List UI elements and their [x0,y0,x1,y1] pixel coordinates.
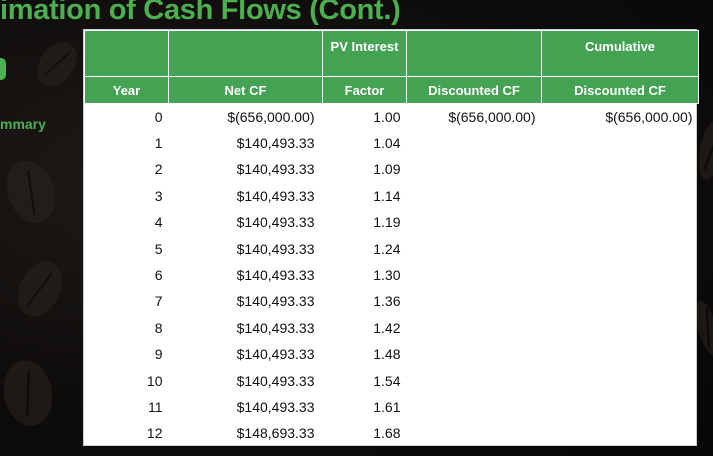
cumulative-discounted-cf-cell [542,420,699,446]
year-cell: 2 [154,161,163,178]
net-cf-cell: $140,493.33 [236,293,315,310]
cumulative-discounted-cf-cell [542,394,699,420]
pv-factor-cell: 1.54 [373,372,401,389]
cumulative-discounted-cf-cell [542,367,699,393]
year-cell: 3 [154,187,163,204]
discounted-cf-cell [407,288,542,314]
header-cell-factor: Factor [322,76,407,104]
pv-factor-cell: 1.09 [373,161,401,178]
cumulative-discounted-cf-cell [542,262,699,288]
year-cell: 9 [154,346,163,363]
discounted-cf-cell [407,209,542,235]
discounted-cf-cell [407,183,542,209]
cumulative-discounted-cf-cell [542,341,699,367]
header-row-bottom: Year Net CF Factor Discounted CF Discoun… [84,76,699,104]
pv-factor-cell: 1.00 [373,108,401,125]
year-cell: 6 [154,267,163,284]
year-cell: 11 [147,398,163,415]
discounted-cf-cell: $(656,000.00) [448,108,536,125]
table-row: 1 $140,493.33 1.04 [85,130,699,156]
discounted-cf-cell [407,262,542,288]
table-row: 6 $140,493.33 1.30 [85,262,699,288]
pv-factor-cell: 1.42 [373,319,401,336]
discounted-cf-cell [407,367,542,393]
year-cell: 1 [154,135,163,152]
net-cf-cell: $140,493.33 [236,214,315,231]
discounted-cf-cell [407,315,542,341]
header-cell [84,30,169,77]
year-cell: 12 [146,425,163,442]
table-row: 4 $140,493.33 1.19 [85,209,699,235]
bullet-icon [0,58,6,80]
cumulative-discounted-cf-cell [542,156,699,182]
pv-factor-cell: 1.04 [373,135,401,152]
year-cell: 8 [154,319,163,336]
year-cell: 0 [154,108,163,125]
header-cell [406,30,542,77]
header-cell-cumulative: Cumulative [541,30,699,77]
year-cell: 5 [154,240,163,257]
net-cf-cell: $140,493.33 [236,372,315,389]
cumulative-discounted-cf-cell [542,183,699,209]
table-row: 2 $140,493.33 1.09 [85,156,699,182]
table-row: 3 $140,493.33 1.14 [85,183,699,209]
coffee-bean-decoration [0,154,64,230]
net-cf-cell: $140,493.33 [236,346,315,363]
table-row: 8 $140,493.33 1.42 [85,315,699,341]
pv-factor-cell: 1.61 [373,398,401,415]
coffee-bean-decoration [9,254,71,324]
discounted-cf-cell [407,130,542,156]
table-row: 9 $140,493.33 1.48 [85,341,699,367]
net-cf-cell: $140,493.33 [236,319,315,336]
header-cell-cumulative-discounted-cf: Discounted CF [541,76,699,104]
net-cf-cell: $140,493.33 [236,135,315,152]
sidebar-label: mmary [0,116,46,132]
table-row: 11 $140,493.33 1.61 [85,394,699,420]
table-row: 0 $(656,000.00) 1.00 $(656,000.00) $(656,000… [85,104,699,130]
cumulative-discounted-cf-cell [542,288,699,314]
pv-factor-cell: 1.24 [373,240,401,257]
discounted-cf-cell [407,235,542,261]
header-cell-pv-interest: PV Interest [322,30,407,77]
coffee-bean-decoration [0,356,58,430]
table-row: 10 $140,493.33 1.54 [85,367,699,393]
coffee-bean-decoration [29,34,85,94]
pv-factor-cell: 1.68 [373,425,401,442]
net-cf-cell: $148,693.33 [236,425,315,442]
net-cf-cell: $140,493.33 [236,187,315,204]
header-cell [168,30,323,77]
pv-factor-cell: 1.19 [373,214,401,231]
header-row-top: PV Interest Cumulative [84,30,699,77]
table-row: 5 $140,493.33 1.24 [85,235,699,261]
discounted-cf-cell [407,394,542,420]
cash-flow-table: PV Interest Cumulative Year Net CF Facto… [83,29,699,446]
net-cf-cell: $140,493.33 [236,398,315,415]
pv-factor-cell: 1.14 [373,187,401,204]
cumulative-discounted-cf-cell [542,315,699,341]
pv-factor-cell: 1.48 [373,346,401,363]
net-cf-cell: $140,493.33 [236,240,315,257]
cumulative-discounted-cf-cell: $(656,000.00) [605,108,693,125]
year-cell: 10 [146,372,163,389]
discounted-cf-cell [407,156,542,182]
pv-factor-cell: 1.36 [373,293,401,310]
net-cf-cell: $(656,000.00) [227,108,315,125]
pv-factor-cell: 1.30 [373,267,401,284]
discounted-cf-cell [407,341,542,367]
net-cf-cell: $140,493.33 [236,267,315,284]
net-cf-cell: $140,493.33 [236,161,315,178]
cumulative-discounted-cf-cell [542,209,699,235]
discounted-cf-cell [407,420,542,446]
header-cell-year: Year [84,76,169,104]
year-cell: 7 [154,293,163,310]
cumulative-discounted-cf-cell [542,130,699,156]
header-cell-discounted-cf: Discounted CF [406,76,542,104]
table-row: 12 $148,693.33 1.68 [85,420,699,446]
header-cell-net-cf: Net CF [168,76,323,104]
slide-title: imation of Cash Flows (Cont.) [0,0,401,26]
cumulative-discounted-cf-cell [542,235,699,261]
year-cell: 4 [154,214,163,231]
table-row: 7 $140,493.33 1.36 [85,288,699,314]
